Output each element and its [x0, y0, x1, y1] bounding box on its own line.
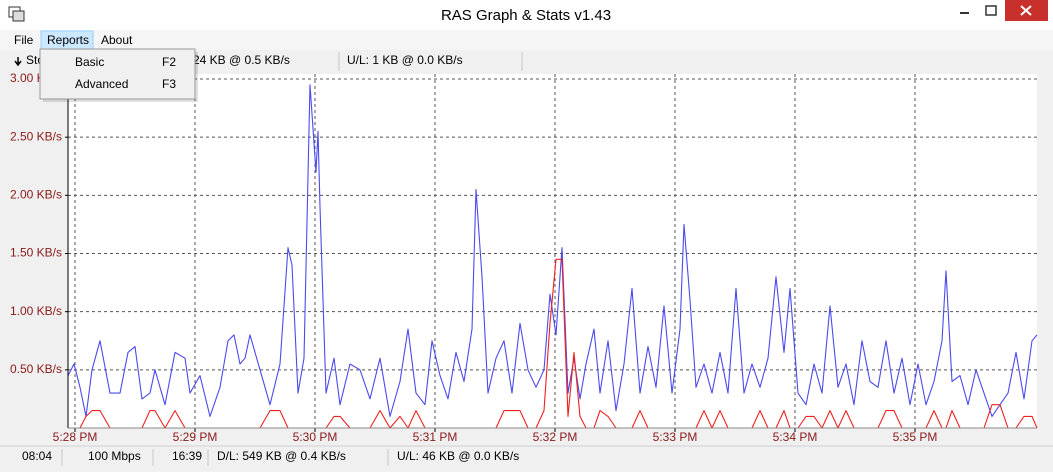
x-tick-label: 5:31 PM	[413, 430, 458, 444]
x-tick-label: 5:35 PM	[893, 430, 938, 444]
status-bar	[0, 446, 1053, 472]
y-tick-label: 1.00 KB/s	[10, 304, 62, 318]
menu-item[interactable]: File	[14, 33, 34, 47]
dropdown-menu: Basic F2 Advanced F3	[39, 48, 198, 102]
toolbar	[0, 50, 1053, 73]
dropdown-item[interactable]: Advanced	[75, 77, 128, 91]
y-tick-label: 1.50 KB/s	[10, 246, 62, 260]
x-tick-label: 5:32 PM	[533, 430, 578, 444]
toolbar-text: 24 KB @ 0.5 KB/s	[193, 53, 290, 67]
toolbar-arrow-icon	[14, 57, 22, 67]
menu-bar	[0, 30, 1053, 50]
dropdown-item[interactable]: Basic	[75, 55, 104, 69]
plot-area	[68, 74, 1037, 428]
status-text: D/L: 549 KB @ 0.4 KB/s	[217, 449, 346, 463]
x-tick-label: 5:34 PM	[773, 430, 818, 444]
menu-item[interactable]: Reports	[47, 33, 89, 47]
menu-item[interactable]: About	[101, 33, 133, 47]
dropdown-shortcut: F3	[162, 77, 176, 91]
y-tick-label: 2.50 KB/s	[10, 129, 62, 143]
status-text: 100 Mbps	[88, 449, 141, 463]
series-line	[67, 84, 1038, 417]
status-text: 08:04	[22, 449, 52, 463]
x-tick-label: 5:29 PM	[173, 430, 218, 444]
status-text: 16:39	[172, 449, 202, 463]
dropdown-shortcut: F2	[162, 55, 176, 69]
x-tick-label: 5:30 PM	[293, 430, 338, 444]
app-icon	[8, 6, 25, 22]
x-tick-label: 5:28 PM	[53, 430, 98, 444]
minimize-button[interactable]	[950, 0, 980, 22]
toolbar-text: U/L: 1 KB @ 0.0 KB/s	[347, 53, 463, 67]
status-text: U/L: 46 KB @ 0.0 KB/s	[397, 449, 519, 463]
maximize-button[interactable]	[980, 0, 1005, 22]
title-bar	[0, 0, 1053, 30]
close-button[interactable]	[1005, 0, 1048, 21]
x-tick-label: 5:33 PM	[653, 430, 698, 444]
y-tick-label: 0.50 KB/s	[10, 362, 62, 376]
y-tick-label: 2.00 KB/s	[10, 188, 62, 202]
window-title: RAS Graph & Stats v1.43	[441, 7, 611, 24]
